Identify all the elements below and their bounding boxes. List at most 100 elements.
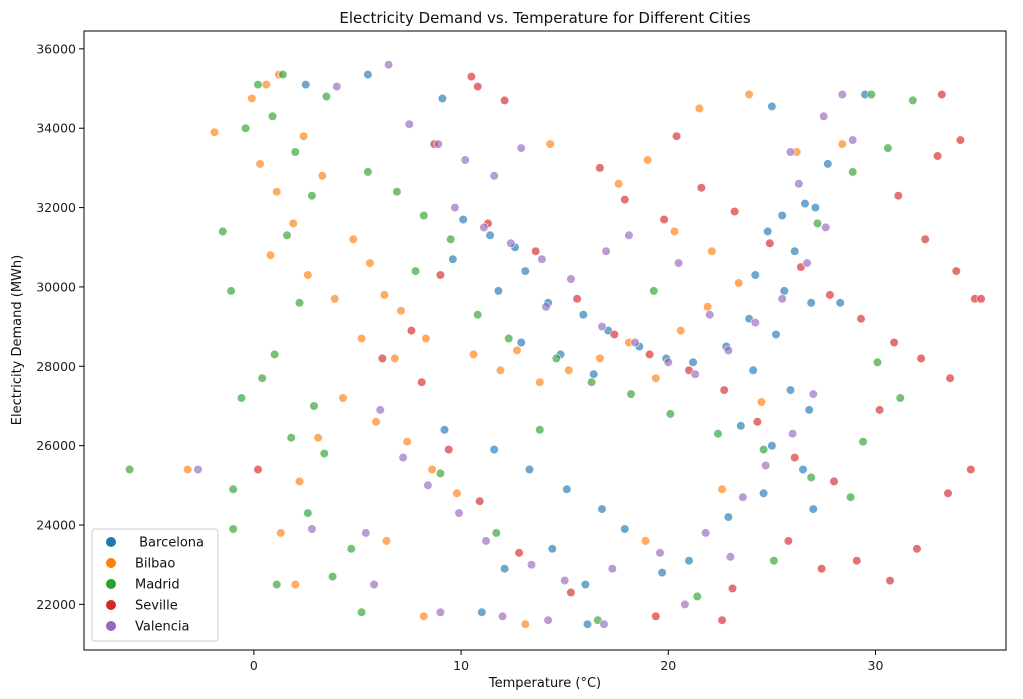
data-point-1 <box>500 564 510 574</box>
data-point-1 <box>363 69 373 80</box>
data-point-2 <box>734 278 744 288</box>
data-point-3 <box>551 353 562 364</box>
data-point-5 <box>705 310 715 320</box>
data-point-3 <box>769 556 779 566</box>
data-point-3 <box>357 607 367 617</box>
data-point-3 <box>346 544 356 554</box>
data-point-1 <box>597 504 607 514</box>
data-point-5 <box>435 607 446 617</box>
data-point-5 <box>479 222 489 232</box>
data-point-1 <box>684 556 694 566</box>
data-point-5 <box>723 345 734 356</box>
data-point-3 <box>253 79 263 90</box>
data-point-1 <box>798 464 808 475</box>
data-point-2 <box>247 93 257 104</box>
data-point-3 <box>278 69 288 80</box>
data-point-3 <box>908 95 918 105</box>
data-point-4 <box>729 206 740 217</box>
data-point-2 <box>421 333 431 344</box>
data-point-2 <box>255 159 265 169</box>
data-point-4 <box>514 548 524 558</box>
data-point-3 <box>473 310 483 320</box>
data-point-5 <box>787 429 798 439</box>
data-point-1 <box>777 210 787 221</box>
data-point-2 <box>669 226 680 236</box>
data-point-5 <box>384 60 394 70</box>
data-point-4 <box>727 583 738 594</box>
data-point-5 <box>597 322 607 332</box>
data-point-3 <box>392 187 402 197</box>
data-point-5 <box>560 575 570 586</box>
data-point-1 <box>806 298 816 308</box>
data-point-2 <box>288 218 298 228</box>
data-point-4 <box>696 183 707 193</box>
data-point-2 <box>707 246 717 256</box>
data-point-4 <box>253 464 263 475</box>
data-point-4 <box>752 417 763 427</box>
legend: Barcelona Bilbao Madrid Seville Valencia <box>91 528 219 642</box>
data-point-2 <box>379 290 390 300</box>
data-point-4 <box>951 266 961 276</box>
data-point-1 <box>748 365 758 375</box>
data-point-2 <box>495 365 506 375</box>
data-point-4 <box>856 314 866 324</box>
data-point-3 <box>290 147 300 157</box>
y-tick-label: 28000 <box>36 359 76 374</box>
data-point-2 <box>452 488 462 498</box>
data-point-1 <box>785 385 796 395</box>
data-point-1 <box>477 607 487 617</box>
data-point-2 <box>303 270 313 280</box>
data-point-5 <box>700 528 711 538</box>
data-point-4 <box>976 294 986 304</box>
data-point-1 <box>750 270 760 280</box>
data-point-1 <box>804 405 814 415</box>
data-point-5 <box>566 274 576 284</box>
data-point-1 <box>580 579 591 590</box>
chart-title: Electricity Demand vs. Temperature for D… <box>339 9 750 27</box>
data-point-5 <box>398 453 408 463</box>
data-point-3 <box>504 333 514 344</box>
data-point-2 <box>299 131 309 141</box>
data-point-5 <box>454 508 464 518</box>
data-point-2 <box>640 536 651 546</box>
data-point-4 <box>595 163 605 173</box>
data-point-3 <box>282 230 292 240</box>
data-point-4 <box>912 544 922 554</box>
data-point-2 <box>651 373 661 383</box>
data-point-3 <box>228 524 238 534</box>
data-point-5 <box>332 81 342 92</box>
data-point-1 <box>589 369 599 379</box>
data-point-5 <box>460 155 470 165</box>
data-point-5 <box>837 89 847 100</box>
data-point-3 <box>319 449 329 459</box>
data-point-4 <box>955 135 966 145</box>
data-point-5 <box>506 238 516 248</box>
data-point-5 <box>601 246 611 256</box>
data-point-3 <box>586 377 597 387</box>
legend-items: Barcelona Bilbao Madrid Seville Valencia <box>106 536 204 635</box>
data-point-5 <box>821 222 831 232</box>
data-point-3 <box>307 191 317 201</box>
data-point-1 <box>582 619 593 629</box>
data-point-5 <box>785 147 796 157</box>
data-point-5 <box>543 615 553 625</box>
data-point-2 <box>419 611 429 621</box>
data-point-2 <box>744 89 754 100</box>
data-point-5 <box>481 536 491 546</box>
data-point-2 <box>756 397 767 407</box>
data-point-5 <box>777 294 787 304</box>
data-point-3 <box>257 373 267 383</box>
data-point-1 <box>562 484 572 494</box>
data-point-1 <box>823 159 833 169</box>
data-point-3 <box>363 167 373 177</box>
data-point-1 <box>437 93 448 104</box>
data-point-5 <box>630 337 640 348</box>
legend-label: Madrid <box>135 578 180 593</box>
data-point-1 <box>524 464 535 475</box>
data-point-2 <box>837 139 847 149</box>
legend-box <box>91 528 219 642</box>
data-point-1 <box>800 199 810 209</box>
legend-marker <box>106 558 116 568</box>
data-point-3 <box>270 349 280 360</box>
